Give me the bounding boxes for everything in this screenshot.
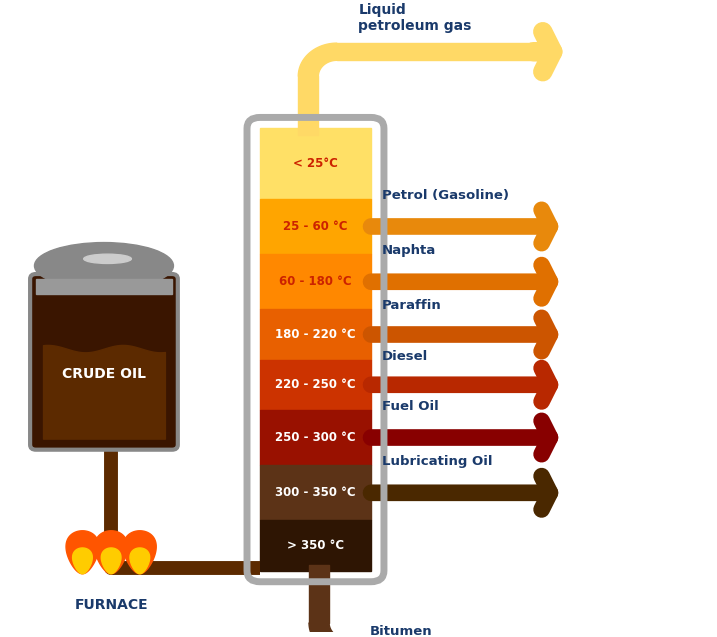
Polygon shape [101, 548, 121, 574]
Text: Diesel: Diesel [381, 350, 428, 362]
Polygon shape [298, 43, 337, 76]
Polygon shape [130, 548, 150, 574]
Text: Petrol (Gasoline): Petrol (Gasoline) [381, 189, 509, 202]
Bar [260, 254, 371, 310]
Text: Lubricating Oil: Lubricating Oil [381, 455, 493, 468]
Bar [260, 465, 371, 520]
Bar [260, 310, 371, 360]
Bar [260, 520, 371, 571]
Bar [260, 410, 371, 465]
Text: 300 - 350 °C: 300 - 350 °C [275, 486, 356, 499]
Text: 220 - 250 °C: 220 - 250 °C [275, 378, 356, 391]
Bar [36, 279, 172, 294]
Polygon shape [66, 531, 99, 574]
Text: CRUDE OIL: CRUDE OIL [62, 367, 146, 381]
Polygon shape [123, 531, 156, 574]
Text: Paraffin: Paraffin [381, 299, 442, 313]
Bar [260, 360, 371, 410]
Text: Liquid
petroleum gas: Liquid petroleum gas [358, 3, 472, 33]
Text: Naphta: Naphta [381, 244, 436, 257]
Polygon shape [309, 623, 348, 637]
Text: > 350 °C: > 350 °C [287, 539, 344, 552]
FancyBboxPatch shape [247, 117, 384, 582]
Polygon shape [95, 531, 128, 574]
Bar [260, 199, 371, 254]
FancyBboxPatch shape [30, 274, 178, 450]
Text: FURNACE: FURNACE [75, 598, 148, 612]
Text: Fuel Oil: Fuel Oil [381, 400, 439, 413]
Text: < 25°C: < 25°C [293, 157, 338, 170]
Ellipse shape [84, 254, 131, 264]
Text: 25 - 60 °C: 25 - 60 °C [283, 220, 348, 233]
Text: 60 - 180 °C: 60 - 180 °C [279, 275, 352, 289]
Text: Bitumen: Bitumen [369, 626, 432, 637]
Polygon shape [72, 548, 92, 574]
Ellipse shape [34, 243, 174, 289]
Text: 250 - 300 °C: 250 - 300 °C [275, 431, 356, 444]
Bar [260, 129, 371, 199]
Text: 180 - 220 °C: 180 - 220 °C [275, 328, 356, 341]
